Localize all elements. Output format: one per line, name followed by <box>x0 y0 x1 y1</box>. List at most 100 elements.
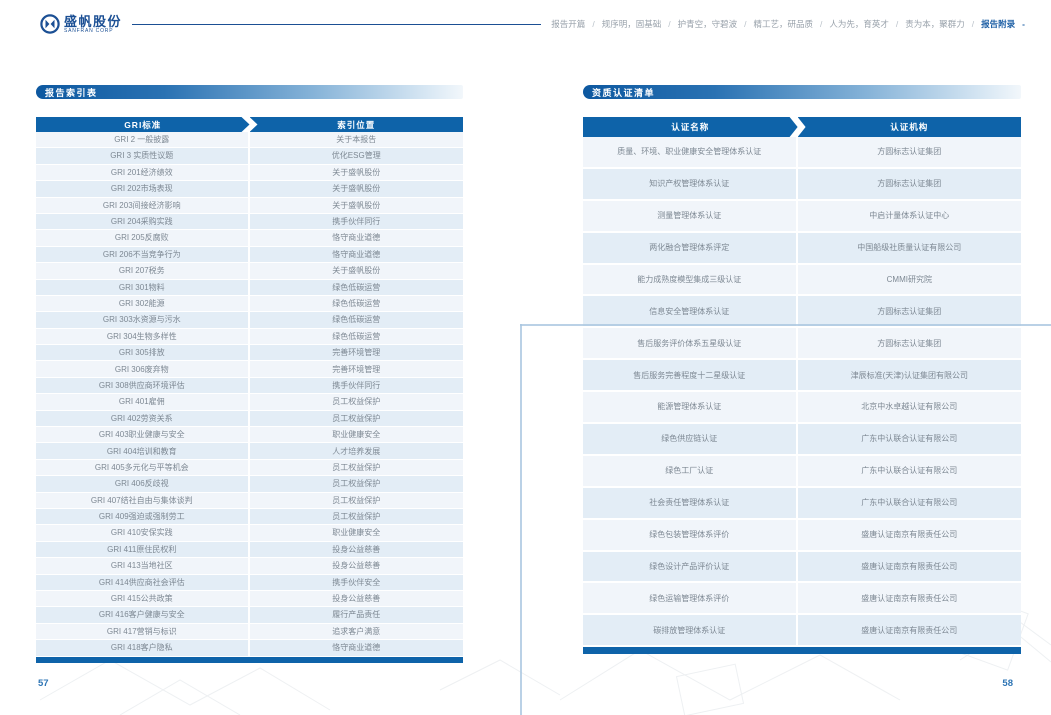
table-row: GRI 403职业健康与安全 职业健康安全 <box>36 427 463 444</box>
table-row: GRI 301物料 绿色低碳运营 <box>36 279 463 296</box>
table-row: 质量、环境、职业健康安全管理体系认证 方圆标志认证集团 <box>583 137 1021 169</box>
table-cell: 能力成熟度模型集成三级认证 <box>583 264 798 297</box>
table-body: GRI 2 一般披露 关于本报告 GRI 3 实质性议题 优化ESG管理 GRI 201… <box>36 132 463 657</box>
table-row: GRI 418客户隐私 恪守商业道德 <box>36 640 463 657</box>
table-cell: 恪守商业道德 <box>249 246 463 264</box>
table-row: GRI 404培训和教育 人才培养发展 <box>36 443 463 460</box>
table-cell: 恪守商业道德 <box>249 230 463 247</box>
nav-item-1[interactable]: 报告开篇 <box>551 19 586 29</box>
table-cell: 员工权益保护 <box>249 476 463 493</box>
table-cell: GRI 202市场表现 <box>36 181 250 198</box>
table-row: GRI 2 一般披露 关于本报告 <box>36 132 463 149</box>
table-cell: 质量、环境、职业健康安全管理体系认证 <box>583 137 798 169</box>
table-row: 能源管理体系认证 北京中水卓越认证有限公司 <box>583 392 1021 425</box>
table-cell: 投身公益慈善 <box>249 558 463 575</box>
table-cell: 方圆标志认证集团 <box>797 137 1021 169</box>
table-cell: 售后服务完善程度十二星级认证 <box>583 360 798 393</box>
table-cell: GRI 401雇佣 <box>36 394 250 411</box>
table-cell: 方圆标志认证集团 <box>797 168 1021 201</box>
section-title-banner: 资质认证清单 <box>583 85 1021 99</box>
table-row: 绿色运输管理体系评价 盛唐认证南京有限责任公司 <box>583 583 1021 616</box>
section-title-banner: 报告索引表 <box>36 85 463 99</box>
certification-table: 认证名称 认证机构 质量、环境、职业健康安全管理体系认证 方圆标志认证集团 知识产权… <box>583 117 1021 655</box>
nav-item-4[interactable]: 精工艺，研品质 <box>753 19 813 29</box>
nav-active-suffix: - <box>1022 19 1025 29</box>
table-row: GRI 203间接经济影响 关于盛帆股份 <box>36 197 463 214</box>
table-cell: 北京中水卓越认证有限公司 <box>797 392 1021 425</box>
table-cell: GRI 2 一般披露 <box>36 132 250 149</box>
table-cell: GRI 414供应商社会评估 <box>36 574 250 591</box>
table-cell: 关于本报告 <box>249 132 463 149</box>
table-cell: 盛唐认证南京有限责任公司 <box>797 551 1021 584</box>
table-cell: 绿色运输管理体系评价 <box>583 583 798 616</box>
table-row: GRI 405多元化与平等机会 员工权益保护 <box>36 459 463 477</box>
table-cell: 关于盛帆股份 <box>249 197 463 214</box>
table-cell: 绿色设计产品评价认证 <box>583 551 798 584</box>
table-header-row: GRI标准 索引位置 <box>36 117 463 132</box>
nav-item-7[interactable]: 报告附录 <box>981 19 1016 29</box>
decorative-corner-line-vertical <box>520 324 522 715</box>
table-cell: GRI 410安保实践 <box>36 525 250 542</box>
table-row: 测量管理体系认证 中启计量体系认证中心 <box>583 200 1021 233</box>
table-cell: GRI 417营销与标识 <box>36 623 250 641</box>
table-cell: 职业健康安全 <box>249 427 463 444</box>
table-row: GRI 206不当竞争行为 恪守商业道德 <box>36 246 463 264</box>
table-row: GRI 416客户健康与安全 履行产品责任 <box>36 607 463 624</box>
table-cell: 信息安全管理体系认证 <box>583 296 798 329</box>
page-58-panel: 资质认证清单 认证名称 认证机构 质量、环境、职业健康安全管理体系认证 方圆标志认… <box>583 85 1021 655</box>
table-cell: GRI 303水资源与污水 <box>36 312 250 329</box>
table-cell: 绿色低碳运营 <box>249 328 463 346</box>
nav-separator: / <box>895 19 899 29</box>
table-footer-bar <box>583 647 1021 655</box>
table-cell: GRI 205反腐败 <box>36 230 250 247</box>
table-row: GRI 414供应商社会评估 携手伙伴安全 <box>36 574 463 591</box>
table-cell: 完善环境管理 <box>249 345 463 362</box>
table-cell: GRI 418客户隐私 <box>36 640 250 657</box>
table-row: GRI 407结社自由与集体谈判 员工权益保护 <box>36 492 463 509</box>
table-cell: 员工权益保护 <box>249 394 463 411</box>
table-cell: 中国船级社质量认证有限公司 <box>797 232 1021 265</box>
table-cell: 职业健康安全 <box>249 525 463 542</box>
table-cell: 广东中认联合认证有限公司 <box>797 424 1021 456</box>
table-cell: GRI 206不当竞争行为 <box>36 246 250 264</box>
column-header-cert-name: 认证名称 <box>583 117 798 137</box>
table-cell: 知识产权管理体系认证 <box>583 168 798 201</box>
nav-item-3[interactable]: 护青空，守碧波 <box>677 19 738 29</box>
table-row: GRI 402劳资关系 员工权益保护 <box>36 410 463 428</box>
table-row: GRI 303水资源与污水 绿色低碳运营 <box>36 312 463 329</box>
logo-text-cn: 盛帆股份 <box>64 13 123 29</box>
table-row: GRI 409强迫或强制劳工 员工权益保护 <box>36 508 463 526</box>
page-57-panel: 报告索引表 GRI标准 索引位置 GRI 2 一般披露 关于本报告 GRI 3 实质… <box>36 85 463 663</box>
table-cell: 方圆标志认证集团 <box>797 328 1021 361</box>
table-cell: GRI 407结社自由与集体谈判 <box>36 492 250 509</box>
table-row: GRI 411原住民权利 投身公益慈善 <box>36 541 463 559</box>
column-header-cert-org: 认证机构 <box>797 117 1021 137</box>
table-row: GRI 417营销与标识 追求客户满意 <box>36 623 463 641</box>
company-logo-icon <box>40 14 60 34</box>
table-cell: 员工权益保护 <box>249 410 463 428</box>
table-row: 绿色设计产品评价认证 盛唐认证南京有限责任公司 <box>583 551 1021 584</box>
table-cell: GRI 201经济绩效 <box>36 164 250 182</box>
table-cell: 携手伙伴安全 <box>249 574 463 591</box>
table-cell: 绿色包装管理体系评价 <box>583 519 798 552</box>
nav-item-6[interactable]: 责为本，聚群力 <box>905 19 965 29</box>
table-cell: GRI 302能源 <box>36 295 250 313</box>
table-cell: GRI 304生物多样性 <box>36 328 250 346</box>
table-header-row: 认证名称 认证机构 <box>583 117 1021 137</box>
table-body: 质量、环境、职业健康安全管理体系认证 方圆标志认证集团 知识产权管理体系认证 方圆标志… <box>583 137 1021 648</box>
table-cell: 优化ESG管理 <box>249 148 463 165</box>
table-cell: 能源管理体系认证 <box>583 392 798 425</box>
decorative-corner-line-horizontal <box>520 324 1051 326</box>
table-cell: 售后服务评价体系五星级认证 <box>583 328 798 361</box>
nav-item-5[interactable]: 人为先，育英才 <box>829 19 889 29</box>
nav-item-2[interactable]: 规序明，固基础 <box>601 19 662 29</box>
table-row: GRI 406反歧视 员工权益保护 <box>36 476 463 493</box>
table-cell: GRI 402劳资关系 <box>36 410 250 428</box>
table-cell: GRI 301物料 <box>36 279 250 296</box>
table-row: GRI 204采购实践 携手伙伴同行 <box>36 213 463 231</box>
table-row: GRI 410安保实践 职业健康安全 <box>36 525 463 542</box>
table-row: 售后服务完善程度十二星级认证 津辰标准(天津)认证集团有限公司 <box>583 360 1021 393</box>
table-row: 社会责任管理体系认证 广东中认联合认证有限公司 <box>583 487 1021 520</box>
table-footer-bar <box>36 656 463 663</box>
table-cell: GRI 405多元化与平等机会 <box>36 459 250 477</box>
